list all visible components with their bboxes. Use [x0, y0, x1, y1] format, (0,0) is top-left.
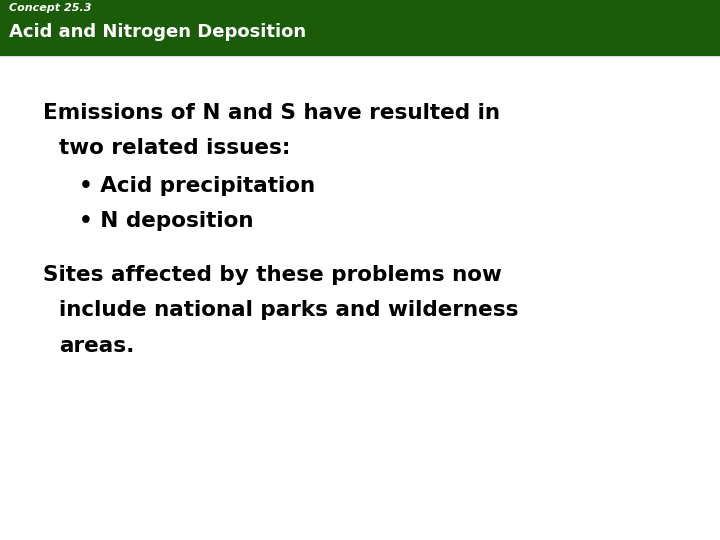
Text: Sites affected by these problems now: Sites affected by these problems now [43, 265, 502, 286]
Text: Emissions of N and S have resulted in: Emissions of N and S have resulted in [43, 103, 500, 124]
Text: areas.: areas. [59, 335, 135, 356]
Text: • N deposition: • N deposition [79, 211, 253, 232]
Text: include national parks and wilderness: include national parks and wilderness [59, 300, 518, 321]
Text: Acid and Nitrogen Deposition: Acid and Nitrogen Deposition [9, 23, 307, 41]
Text: two related issues:: two related issues: [59, 138, 290, 159]
FancyBboxPatch shape [0, 0, 720, 55]
Text: • Acid precipitation: • Acid precipitation [79, 176, 315, 197]
Text: Concept 25.3: Concept 25.3 [9, 3, 92, 13]
